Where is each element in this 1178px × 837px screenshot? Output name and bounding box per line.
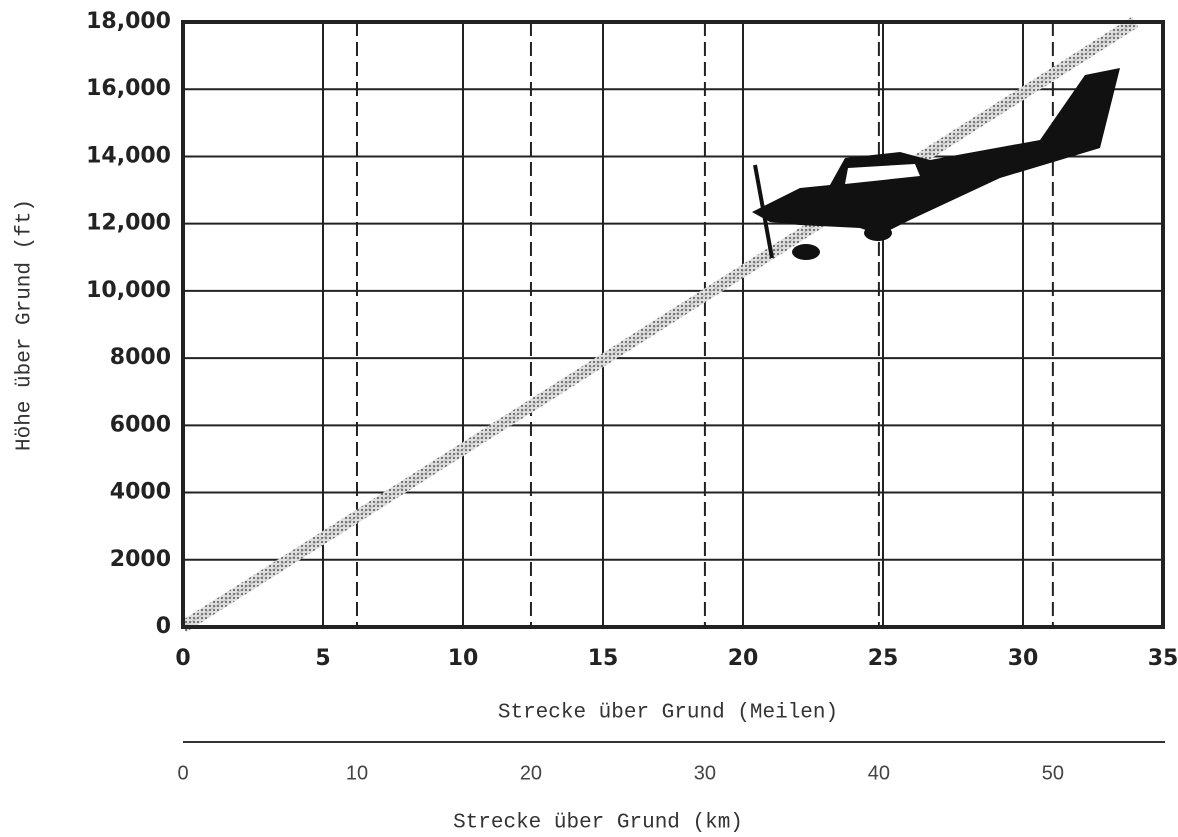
- x2-tick-label: 20: [520, 762, 542, 784]
- line-series-edge: [182, 21, 1136, 628]
- x2-axis-label: Strecke über Grund (km): [453, 812, 743, 835]
- y-tick-label: 8000: [110, 345, 171, 370]
- y-tick-label: 2000: [110, 547, 171, 572]
- x-tick-label: 30: [1008, 646, 1039, 671]
- x2-tick-label: 0: [177, 762, 188, 784]
- airplane-illustration: [752, 68, 1120, 260]
- plot-frame: [181, 20, 1165, 629]
- x-tick-label: 25: [868, 646, 899, 671]
- x2-tick-label: 30: [694, 762, 716, 784]
- x-axis-label: Strecke über Grund (Meilen): [498, 702, 838, 725]
- y-tick-label: 4000: [110, 480, 171, 505]
- y-axis-label: Höhe über Grund (ft): [14, 199, 37, 451]
- x-tick-label: 20: [728, 646, 759, 671]
- y-tick-label: 10,000: [86, 278, 171, 303]
- y-tick-label: 16,000: [86, 76, 171, 101]
- y-tick-label: 14,000: [86, 143, 171, 168]
- x2-tick-label: 10: [346, 762, 368, 784]
- y-tick-label: 12,000: [86, 211, 171, 236]
- x2-tick-label: 50: [1042, 762, 1064, 784]
- marks: [179, 16, 1139, 633]
- x-tick-label: 10: [448, 646, 479, 671]
- x2-tick-label: 40: [868, 762, 890, 784]
- line-series: [179, 16, 1139, 633]
- y-tick-label: 6000: [110, 412, 171, 437]
- x-tick-label: 0: [175, 646, 190, 671]
- y-tick-label: 0: [156, 614, 171, 639]
- x-tick-label: 15: [588, 646, 619, 671]
- x-tick-label: 35: [1148, 646, 1178, 671]
- y-tick-label: 18,000: [86, 9, 171, 34]
- x-tick-label: 5: [315, 646, 330, 671]
